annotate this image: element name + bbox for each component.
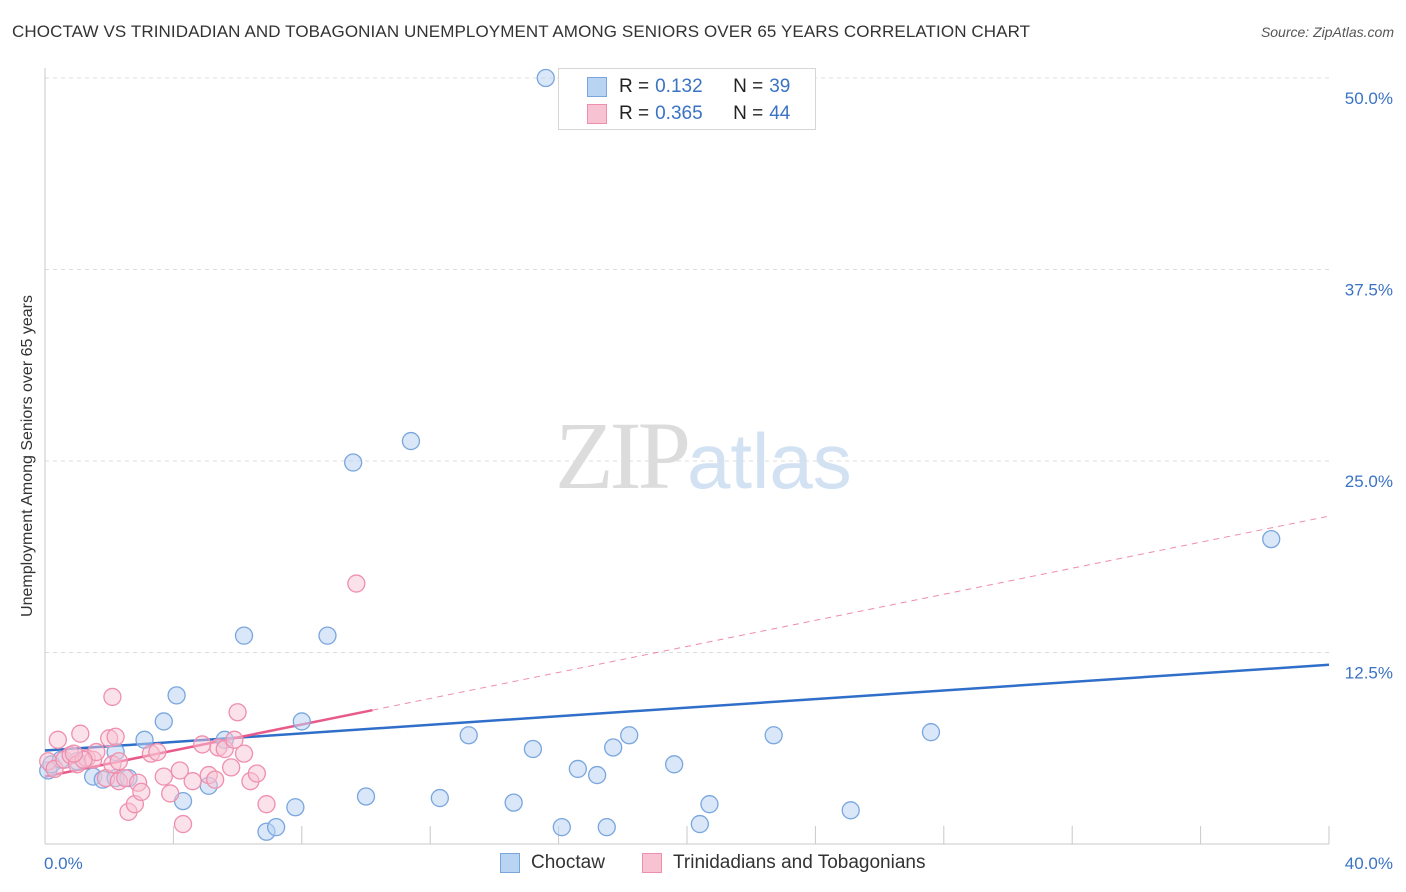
trinidadian-point (103, 687, 122, 707)
tick-labels: 12.5% 25.0% 37.5% 50.0% 0.0% 40.0% (44, 89, 1393, 873)
x-tick-label: 40.0% (1345, 854, 1393, 873)
trinidadian-point (347, 574, 366, 593)
choctaw-trend-line (44, 663, 1330, 752)
choctaw-point (523, 739, 543, 759)
choctaw-point (459, 726, 478, 745)
trinidadian-point (132, 782, 151, 802)
trinidadian-point (48, 730, 67, 749)
y-tick-label: 25.0% (1345, 472, 1393, 491)
trinidadian-legend-swatch (642, 853, 662, 873)
legend-label-trinidadian: Trinidadians and Tobagonians (673, 852, 926, 873)
choctaw-point (234, 626, 254, 645)
chart-title: CHOCTAW VS TRINIDADIAN AND TOBAGONIAN UN… (12, 22, 1031, 41)
trinidadian-point (154, 767, 173, 786)
choctaw-point (430, 788, 449, 808)
n-label: N = (733, 103, 764, 124)
gridlines (45, 77, 1329, 653)
r-value: 0.132 (655, 76, 703, 97)
data-points (39, 68, 1281, 841)
r-value: 0.365 (655, 103, 703, 124)
trinidadian-point (234, 744, 254, 763)
choctaw-point (700, 795, 719, 814)
choctaw-point (401, 431, 421, 451)
choctaw-point (764, 726, 783, 745)
trinidadian-point (205, 770, 225, 789)
stats-legend: R = 0.132 N = 39 R = 0.365 N = 44 (558, 68, 816, 130)
x-tick-label: 0.0% (44, 854, 83, 873)
source-credit: Source: ZipAtlas.com (1260, 24, 1394, 40)
trinidadian-point (71, 724, 90, 743)
choctaw-point (690, 814, 709, 834)
choctaw-point (921, 723, 941, 742)
trinidadian-point (106, 727, 125, 746)
choctaw-legend-swatch (500, 853, 520, 873)
y-axis-label: Unemployment Among Seniors over 65 years (19, 295, 36, 617)
trinidadian-point (173, 814, 193, 834)
n-value: 39 (769, 76, 791, 97)
choctaw-swatch (587, 77, 607, 97)
choctaw-point (620, 726, 639, 745)
stats-legend-row-choctaw: R = 0.132 N = 39 (587, 75, 790, 99)
trinidadian-point (228, 703, 247, 722)
trinidadian-point (257, 795, 276, 814)
legend-label-choctaw: Choctaw (531, 852, 605, 873)
choctaw-point (665, 755, 684, 774)
legend-item-choctaw: Choctaw (500, 852, 605, 874)
trinidadian-swatch (587, 104, 607, 124)
choctaw-point (318, 626, 337, 645)
trinidadian-point (225, 730, 244, 749)
choctaw-point (344, 453, 363, 472)
choctaw-point (504, 793, 523, 812)
watermark-zip: ZIP (555, 402, 691, 509)
trinidadian-point (170, 761, 189, 780)
choctaw-point (286, 798, 305, 817)
y-tick-label: 12.5% (1345, 664, 1393, 683)
choctaw-point (841, 801, 860, 820)
choctaw-point (536, 68, 555, 88)
trinidadian-point (247, 764, 267, 783)
choctaw-point (167, 686, 186, 705)
r-label: R = (619, 76, 650, 97)
trinidadian-point (64, 744, 84, 763)
choctaw-point (597, 817, 616, 837)
series-legend: Choctaw Trinidadians and Tobagonians (0, 852, 1406, 878)
trinidadian-point (148, 742, 167, 762)
choctaw-point (292, 712, 311, 731)
n-value: 44 (769, 103, 791, 124)
choctaw-point (568, 759, 588, 779)
y-tick-label: 37.5% (1345, 281, 1393, 300)
r-label: R = (619, 103, 650, 124)
choctaw-point (587, 765, 607, 785)
n-label: N = (733, 76, 764, 97)
stats-legend-row-trinidadian: R = 0.365 N = 44 (587, 102, 790, 126)
choctaw-point (1262, 529, 1281, 549)
y-tick-label: 50.0% (1345, 89, 1393, 108)
trinidadian-point (222, 758, 241, 777)
choctaw-point (552, 817, 571, 837)
choctaw-point (266, 817, 286, 837)
choctaw-point (356, 787, 376, 806)
trinidadian-point (161, 784, 180, 803)
choctaw-point (604, 738, 623, 757)
legend-item-trinidadian: Trinidadians and Tobagonians (642, 852, 925, 874)
trinidadian-point (109, 752, 128, 771)
trinidadian-point (193, 735, 212, 754)
trinidadian-trend-line-dashed (372, 515, 1330, 711)
trinidadian-point (183, 772, 202, 791)
choctaw-point (154, 712, 173, 731)
axes (44, 68, 1330, 845)
